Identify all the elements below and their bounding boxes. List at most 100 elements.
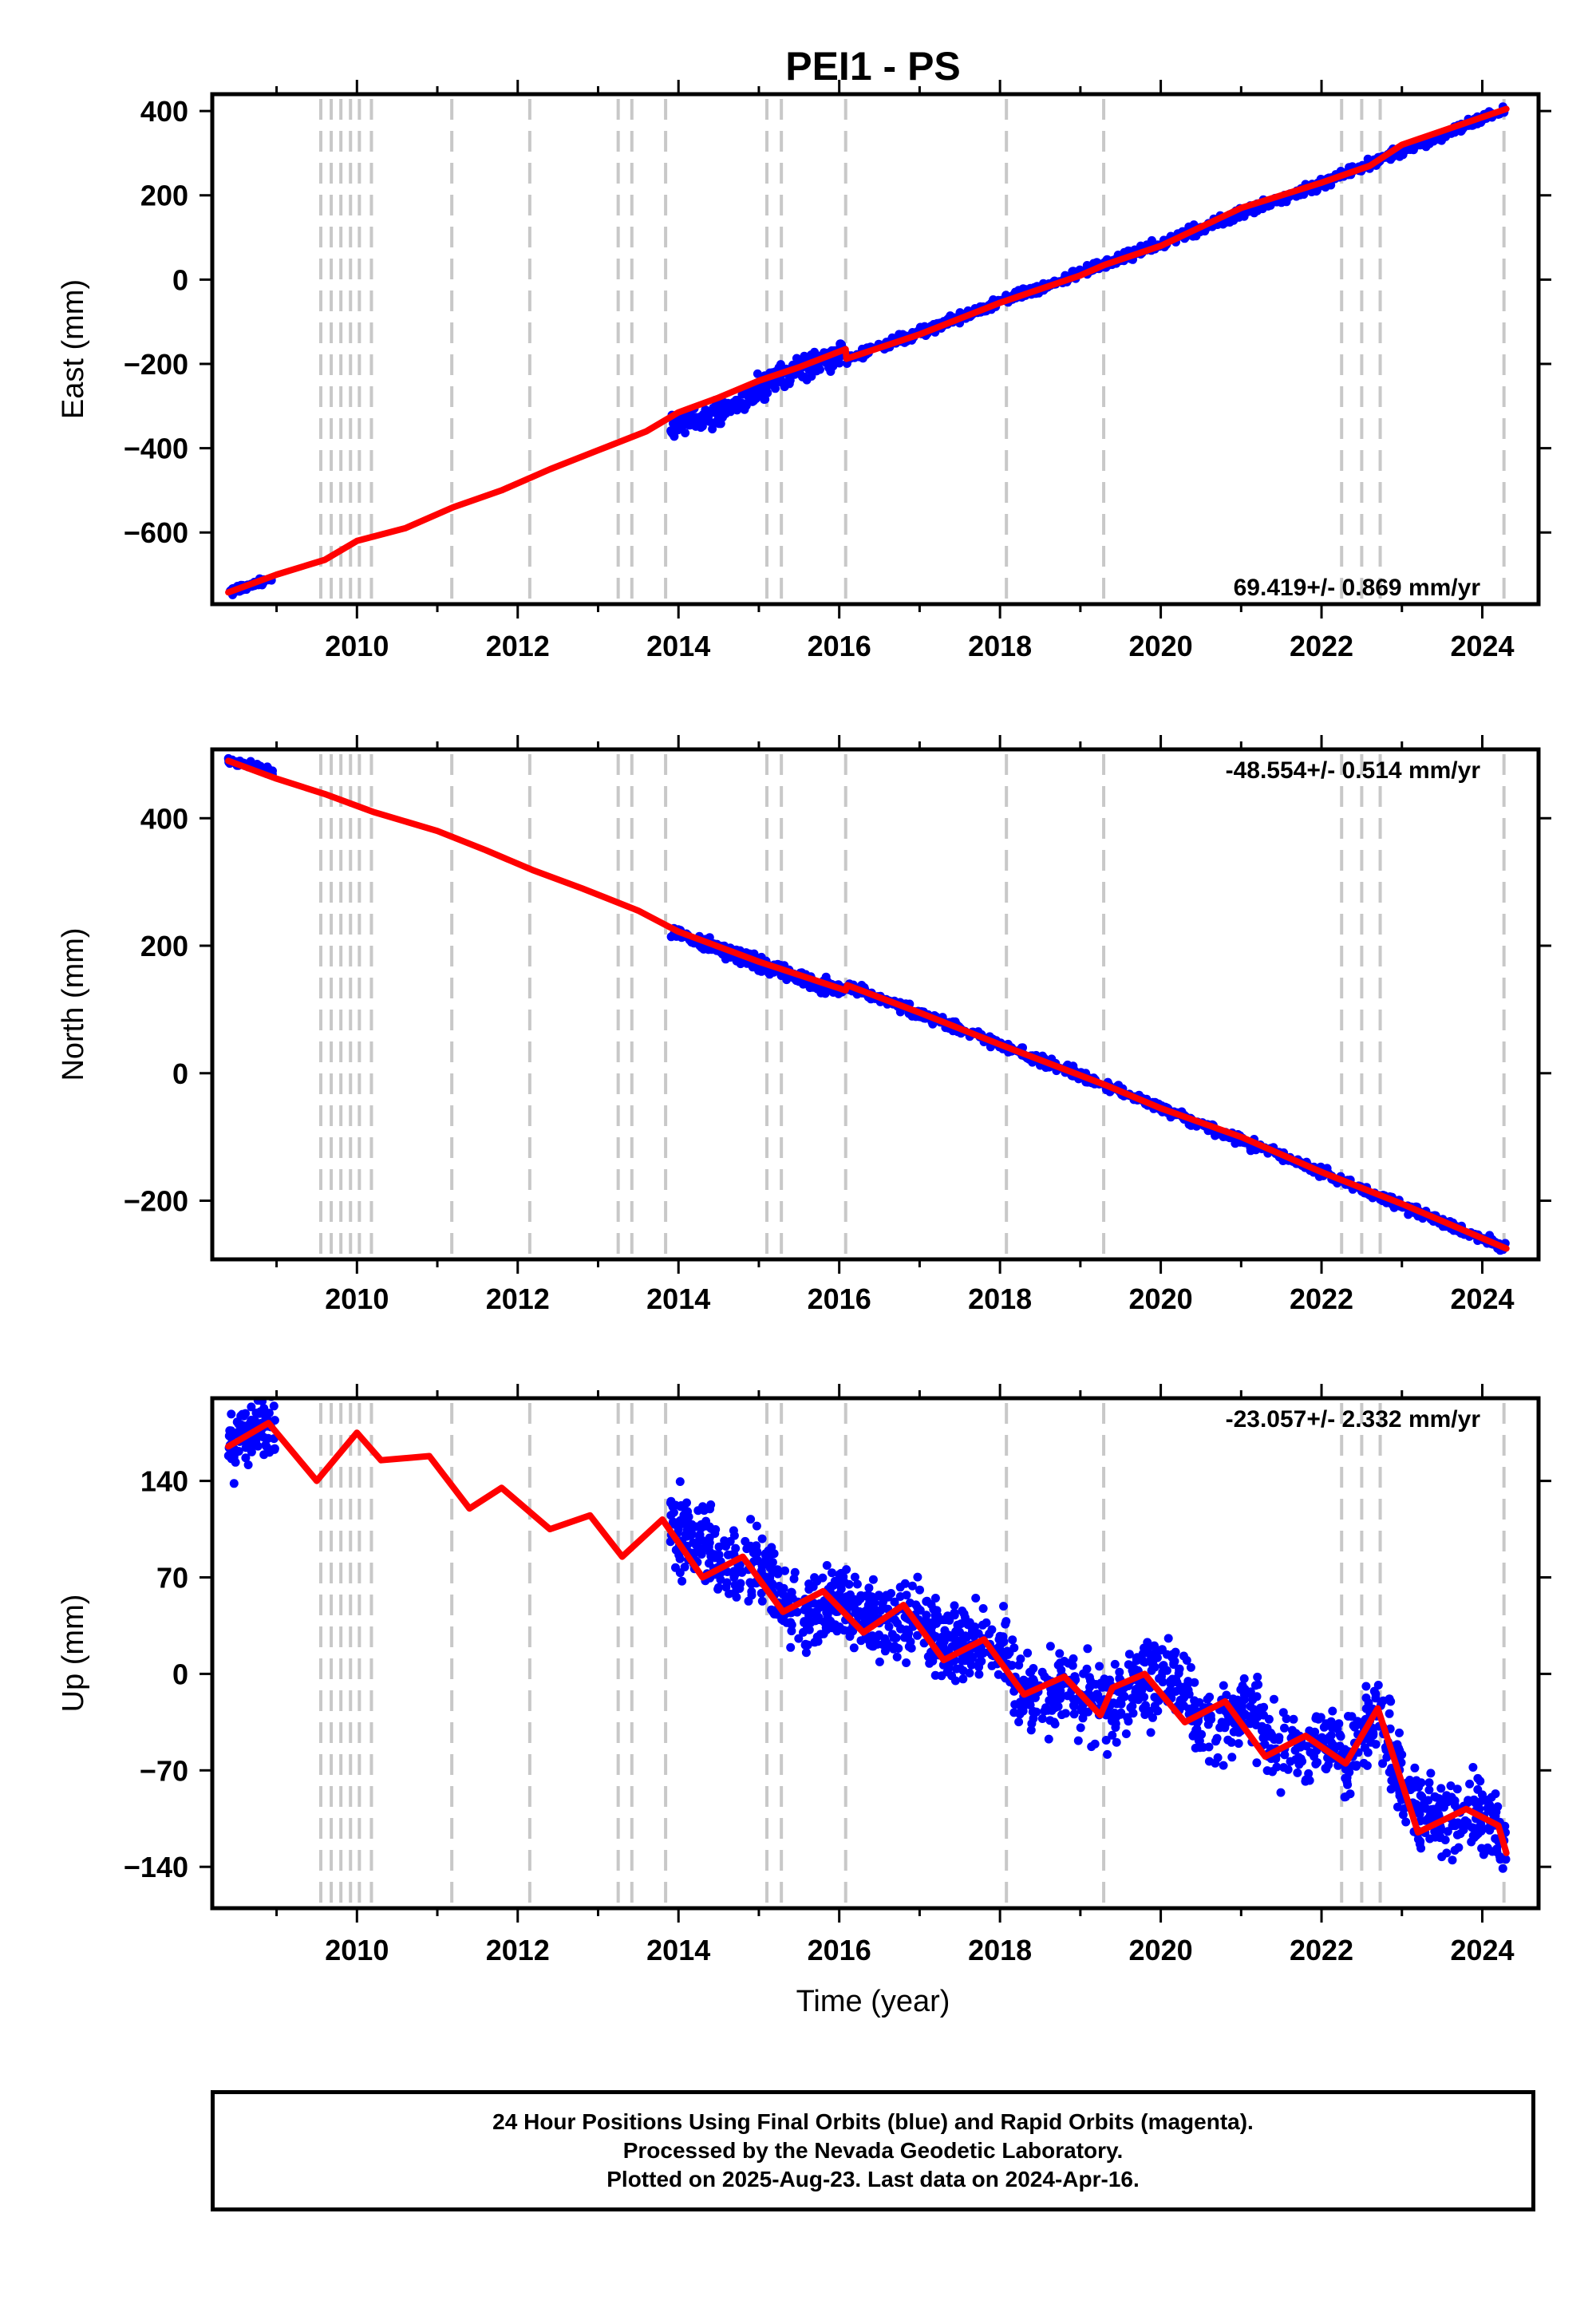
data-point	[1477, 1844, 1487, 1853]
data-point	[769, 1610, 779, 1618]
data-point	[1276, 1788, 1286, 1797]
data-point	[938, 1639, 948, 1649]
data-point	[1005, 1647, 1014, 1657]
y-tick-label: −200	[124, 348, 188, 381]
data-point	[763, 388, 772, 397]
data-point	[1328, 1706, 1337, 1716]
data-point	[1108, 1730, 1117, 1740]
data-point	[684, 1512, 693, 1522]
data-point	[1326, 1730, 1336, 1740]
data-point	[1026, 1725, 1036, 1735]
data-point	[262, 1442, 271, 1452]
y-axis: 140 70 0 −70 −140	[124, 1465, 1551, 1883]
data-point	[1100, 1678, 1110, 1687]
data-point	[741, 1536, 750, 1546]
velocity-rate-label: -23.057+/- 2.332 mm/yr	[1226, 1406, 1481, 1433]
data-point	[931, 1611, 941, 1620]
data-point	[1312, 186, 1321, 196]
x-tick-label: 2018	[968, 1934, 1032, 1966]
data-point	[670, 432, 679, 441]
data-point	[958, 1666, 968, 1675]
data-point	[849, 1643, 859, 1653]
data-point	[1186, 1662, 1195, 1672]
data-point	[1037, 1714, 1047, 1723]
x-tick-label: 2010	[325, 630, 389, 662]
data-point	[666, 932, 676, 942]
data-point	[1385, 1694, 1394, 1704]
y-tick-label: 70	[156, 1562, 188, 1595]
data-point	[1205, 1692, 1215, 1701]
data-point	[1360, 1743, 1369, 1753]
x-tick-label: 2014	[646, 1282, 710, 1315]
data-point	[1410, 1763, 1420, 1773]
data-point	[974, 1670, 984, 1679]
data-point	[1083, 1644, 1092, 1654]
x-axis: 2010 2012 2014 2016 2018 2020 2022 2024	[275, 80, 1515, 662]
data-point	[758, 1559, 768, 1568]
y-tick-label: 200	[140, 930, 188, 962]
data-point	[1475, 1804, 1484, 1813]
data-point	[1124, 1650, 1134, 1659]
plot-frame	[210, 92, 1541, 607]
data-point	[1454, 1843, 1464, 1852]
data-point	[675, 1568, 685, 1578]
data-point	[1492, 1844, 1502, 1854]
data-point	[813, 1637, 823, 1646]
y-tick-label: 0	[172, 1658, 188, 1690]
data-point	[971, 1594, 981, 1603]
data-point	[1283, 1765, 1293, 1774]
data-point	[1227, 1753, 1237, 1762]
data-point	[842, 1565, 851, 1575]
data-point	[720, 397, 729, 407]
data-point	[852, 1579, 862, 1589]
data-point	[695, 1530, 705, 1539]
data-point	[1215, 1723, 1225, 1733]
data-point	[709, 403, 718, 413]
data-point	[1434, 1794, 1444, 1804]
x-axis: 2010 2012 2014 2016 2018 2020 2022 2024	[275, 735, 1515, 1315]
data-point	[1069, 1701, 1079, 1711]
data-point	[823, 1604, 832, 1614]
footer-box: 24 Hour Positions Using Final Orbits (bl…	[211, 2090, 1535, 2211]
data-point	[1171, 1647, 1180, 1657]
data-point	[859, 1607, 868, 1617]
data-point	[1115, 1667, 1124, 1677]
x-tick-label: 2024	[1450, 1282, 1514, 1315]
data-point	[1359, 1758, 1369, 1768]
data-point	[711, 417, 721, 427]
data-point	[794, 1634, 804, 1643]
data-point	[946, 1633, 955, 1642]
data-point	[810, 1608, 820, 1618]
data-point	[1345, 1768, 1354, 1777]
data-point	[744, 1596, 753, 1606]
y-tick-label: −200	[124, 1185, 188, 1218]
data-point	[1029, 1664, 1038, 1673]
data-point	[903, 1632, 913, 1642]
y-tick-label: 140	[140, 1465, 188, 1498]
data-point	[836, 1575, 845, 1584]
data-point	[950, 1676, 960, 1686]
data-point	[1045, 1716, 1055, 1725]
x-tick-label: 2016	[808, 1934, 871, 1966]
x-tick-label: 2014	[646, 630, 710, 662]
data-point	[890, 1642, 899, 1651]
data-point	[227, 1409, 236, 1419]
data-point	[1405, 145, 1415, 154]
footer-line-2: Processed by the Nevada Geodetic Laborat…	[622, 2138, 1124, 2163]
data-point	[1045, 1642, 1055, 1651]
data-point	[1213, 1753, 1223, 1762]
y-tick-label: −400	[124, 433, 188, 465]
data-point	[828, 1568, 836, 1578]
data-point	[1225, 218, 1235, 227]
data-point	[974, 1658, 984, 1667]
data-point	[824, 363, 833, 373]
data-point	[843, 1599, 852, 1608]
plot-frame	[210, 747, 1541, 1262]
data-point	[900, 1579, 910, 1588]
data-point	[1280, 1723, 1289, 1733]
data-point	[810, 1573, 820, 1583]
data-point	[1116, 1699, 1126, 1709]
data-point	[1406, 1785, 1415, 1795]
data-point	[1470, 1824, 1479, 1833]
model-fit-line	[225, 1420, 1510, 1856]
